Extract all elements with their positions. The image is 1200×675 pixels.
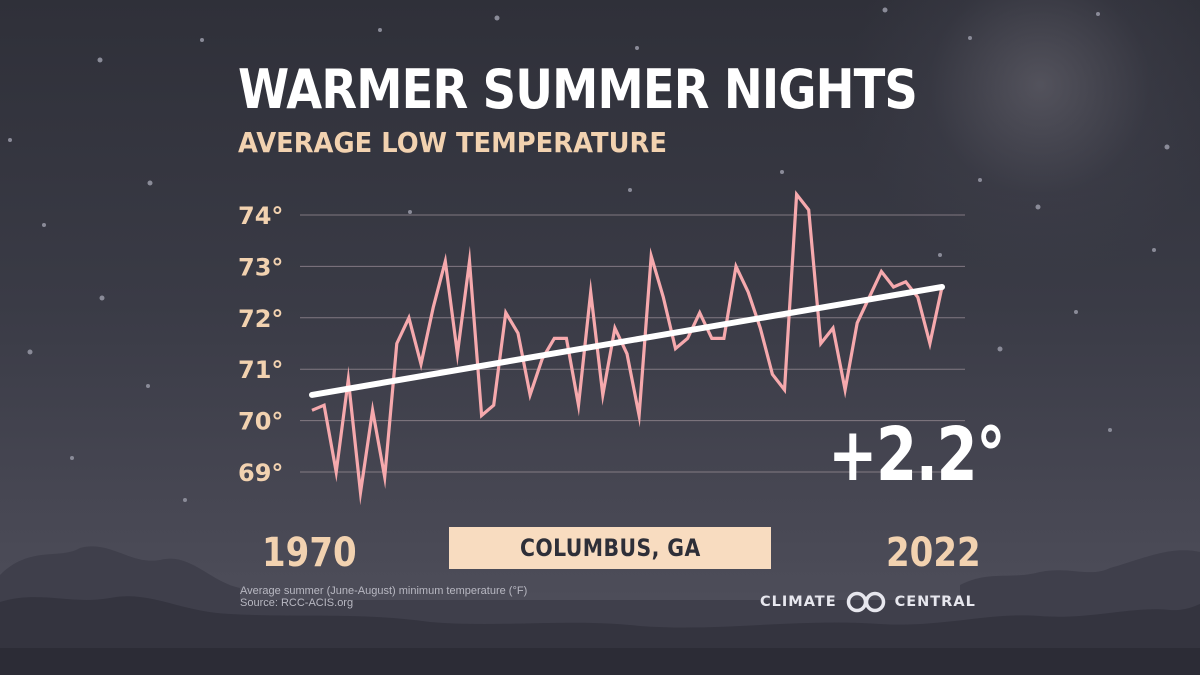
methodology-note: Average summer (June-August) minimum tem… — [240, 585, 528, 597]
source-note: Source: RCC-ACIS.org — [240, 597, 354, 609]
y-tick-label: 71° — [238, 356, 283, 384]
trend-line — [309, 283, 945, 398]
location-badge: COLUMBUS, GA — [449, 527, 771, 569]
y-tick-label: 69° — [238, 459, 283, 487]
gridlines — [300, 214, 965, 473]
y-tick-label: 74° — [238, 202, 283, 230]
location-label: COLUMBUS, GA — [519, 534, 701, 562]
climate-central-brand: CLIMATE CENTRAL — [760, 589, 976, 615]
chart-title: WARMER SUMMER NIGHTS — [238, 58, 918, 121]
brand-word-right: CENTRAL — [894, 594, 976, 610]
end-year-label: 2022 — [886, 530, 981, 576]
start-year-label: 1970 — [262, 530, 357, 576]
stars — [8, 7, 1170, 502]
trend — [309, 283, 945, 398]
brand-word-left: CLIMATE — [760, 594, 837, 610]
climate-central-logo-icon — [846, 591, 885, 613]
temperature-change-label: +2.2° — [828, 412, 1006, 498]
y-axis-ticks: 69° 70° 71° 72° 73° 74° — [238, 202, 283, 487]
y-tick-label: 73° — [238, 253, 283, 281]
series — [311, 190, 944, 506]
temperature-series-line — [311, 190, 944, 506]
chart-subtitle: AVERAGE LOW TEMPERATURE — [238, 126, 667, 159]
y-tick-label: 70° — [238, 408, 283, 436]
y-tick-label: 72° — [238, 305, 283, 333]
ground — [0, 648, 1200, 675]
